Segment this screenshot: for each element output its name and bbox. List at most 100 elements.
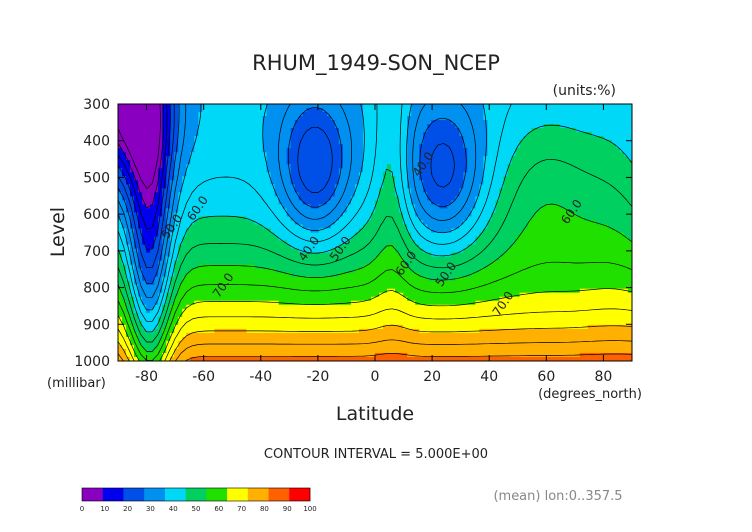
field-cell [218,232,224,238]
field-cell [370,216,376,222]
field-cell [138,156,143,161]
field-cell [607,180,613,185]
field-cell [559,108,565,113]
field-cell [611,148,617,153]
field-cell [607,164,613,169]
field-cell [170,256,175,262]
field-cell [479,240,485,246]
field-cell [591,120,597,125]
field-cell [451,180,456,185]
field-cell [282,208,288,214]
field-cell [298,204,304,210]
field-cell [475,168,481,173]
field-cell [122,196,127,201]
field-cell [166,112,171,117]
field-cell [242,244,248,250]
field-cell [443,196,448,201]
field-cell [391,136,396,141]
field-cell [399,152,404,157]
field-cell [170,248,175,254]
field-cell [306,208,312,214]
field-cell [503,180,509,185]
field-cell [491,184,497,189]
field-cell [266,136,272,141]
field-cell [366,148,372,153]
field-cell [182,172,187,177]
field-cell [499,160,505,165]
field-cell [142,188,147,193]
field-cell [142,112,147,117]
field-cell [583,204,589,210]
field-cell [411,232,416,238]
field-cell [310,136,316,141]
field-cell [419,124,424,129]
field-cell [435,180,440,185]
field-cell [222,200,228,205]
field-cell [258,156,264,161]
field-cell [559,136,565,141]
field-cell [467,252,472,258]
field-cell [515,172,521,177]
field-cell [290,256,296,262]
field-cell [419,164,424,169]
field-cell [499,156,505,161]
field-cell [475,128,481,133]
field-cell [158,200,163,205]
field-cell [399,128,404,133]
field-cell [455,136,460,141]
field-cell [503,152,509,157]
field-cell [142,108,147,113]
field-cell [238,148,244,153]
field-cell [318,124,324,129]
field-cell [222,156,228,161]
field-cell [555,252,561,258]
field-cell [354,184,360,189]
field-cell [206,164,211,169]
field-cell [294,136,300,141]
field-cell [527,232,533,238]
field-cell [162,200,167,205]
field-cell [150,112,155,117]
field-cell [619,172,625,177]
field-cell [487,240,493,246]
field-cell [575,232,581,238]
field-cell [286,208,292,214]
field-cell [487,152,493,157]
field-cell [334,180,340,185]
field-cell [306,236,312,242]
field-cell [531,108,537,113]
field-cell [190,172,195,177]
field-cell [142,172,147,177]
field-cell [535,252,541,258]
field-cell [210,108,215,113]
field-cell [154,148,159,153]
field-cell [310,180,316,185]
field-cell [202,160,207,165]
field-cell [250,132,256,137]
field-cell [270,168,276,173]
field-cell [310,232,316,238]
field-cell [423,104,428,109]
field-cell [270,224,276,230]
field-cell [375,204,380,210]
field-cell [627,152,632,157]
field-cell [146,112,151,117]
field-cell [443,160,448,165]
field-cell [254,228,260,234]
field-cell [306,256,312,262]
field-cell [146,196,151,201]
field-cell [286,224,292,230]
field-cell [571,184,577,189]
field-cell [182,148,187,153]
field-cell [539,244,545,250]
field-cell [431,144,436,149]
field-cell [583,172,589,177]
field-cell [158,104,163,109]
field-cell [150,216,155,222]
field-cell [515,128,521,133]
field-cell [194,124,199,129]
field-cell [495,108,501,113]
field-cell [358,172,364,177]
field-cell [154,132,159,137]
field-cell [302,208,308,214]
